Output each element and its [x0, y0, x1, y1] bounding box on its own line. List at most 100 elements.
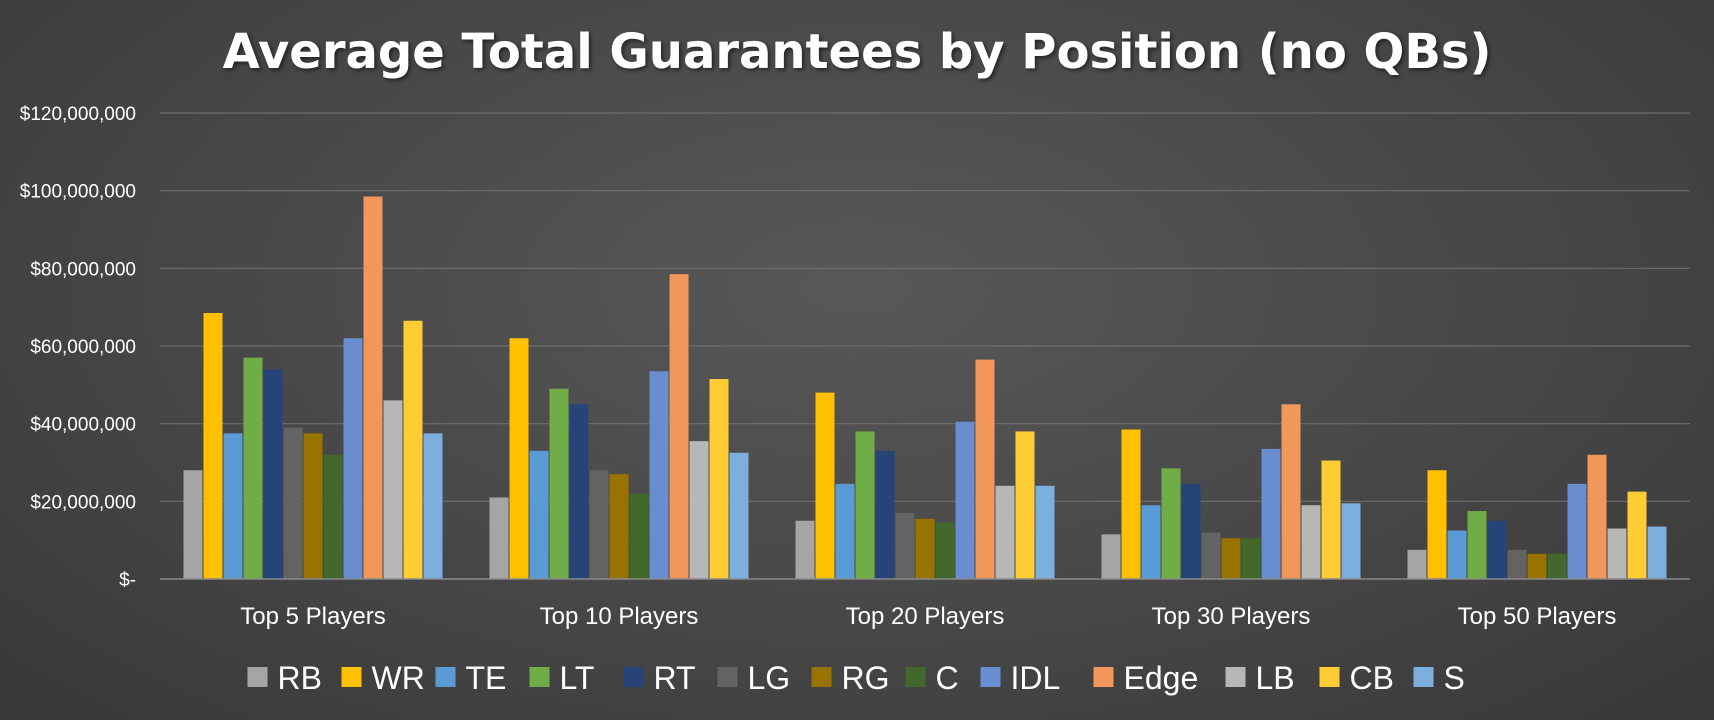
- y-axis-ticks: $- $20,000,000 $40,000,000 $60,000,000 $80,0…: [20, 104, 136, 591]
- x-tick-label: Top 5 Players: [240, 603, 385, 630]
- bar: [1121, 429, 1141, 579]
- legend-label: TE: [466, 660, 507, 696]
- x-tick-label: Top 30 Players: [1152, 603, 1311, 630]
- legend-swatch: [905, 667, 926, 687]
- bar: [1427, 470, 1447, 579]
- bar: [1527, 553, 1547, 579]
- legend-swatch: [435, 667, 456, 687]
- bar: [1141, 505, 1161, 579]
- bar: [729, 452, 749, 579]
- legend-label: CB: [1350, 660, 1394, 696]
- legend-item: IDL: [980, 660, 1060, 696]
- legend-item: WR: [341, 660, 425, 696]
- legend-swatch: [1413, 667, 1434, 687]
- bar: [1261, 448, 1281, 579]
- bar: [203, 312, 223, 579]
- bar: [1627, 491, 1647, 579]
- bar: [1161, 468, 1181, 579]
- y-tick-label: $120,000,000: [20, 104, 136, 125]
- legend-label: LB: [1256, 660, 1295, 696]
- legend-label: C: [936, 660, 959, 696]
- bar: [1301, 505, 1321, 579]
- legend-swatch: [1319, 667, 1340, 687]
- x-tick-label: Top 10 Players: [540, 603, 699, 630]
- bar: [609, 474, 629, 579]
- bar: [1181, 483, 1201, 579]
- bar: [1035, 485, 1055, 579]
- y-tick-label: $-: [119, 570, 136, 591]
- bar: [1201, 532, 1221, 579]
- bar: [895, 512, 915, 579]
- legend-item: RB: [247, 660, 322, 696]
- bar: [589, 470, 609, 579]
- bar: [1407, 549, 1427, 579]
- legend-item: LB: [1225, 660, 1295, 696]
- bar: [303, 433, 323, 579]
- bar: [669, 274, 689, 579]
- bar: [323, 454, 343, 579]
- bar: [795, 520, 815, 579]
- legend-label: LT: [560, 660, 595, 696]
- legend-item: LT: [529, 660, 595, 696]
- bar: [423, 433, 443, 579]
- legend-label: RB: [278, 660, 322, 696]
- bar: [629, 493, 649, 579]
- bar: [1647, 526, 1667, 579]
- bar: [875, 450, 895, 579]
- bar: [1321, 460, 1341, 579]
- legend-swatch: [341, 667, 362, 687]
- legend-swatch: [1225, 667, 1246, 687]
- bar: [383, 400, 403, 579]
- bar: [1341, 503, 1361, 579]
- x-tick-label: Top 50 Players: [1458, 603, 1617, 630]
- bar: [223, 433, 243, 579]
- bar: [1101, 534, 1121, 579]
- x-tick-label: Top 20 Players: [846, 603, 1005, 630]
- bar: [1487, 520, 1507, 579]
- chart-title: Average Total Guarantees by Position (no…: [223, 24, 1492, 80]
- bar: [1447, 530, 1467, 579]
- y-tick-label: $100,000,000: [20, 182, 136, 203]
- bars: [183, 196, 1667, 579]
- legend-item: LG: [717, 660, 791, 696]
- bar: [243, 357, 263, 579]
- legend-item: CB: [1319, 660, 1394, 696]
- legend-swatch: [717, 667, 738, 687]
- bar: [569, 404, 589, 579]
- legend-label: S: [1444, 660, 1465, 696]
- bar: [283, 427, 303, 579]
- y-tick-label: $60,000,000: [30, 337, 136, 358]
- bar: [343, 338, 363, 579]
- bar: [835, 483, 855, 579]
- bar: [263, 369, 283, 579]
- bar: [1221, 538, 1241, 579]
- legend-swatch: [247, 667, 268, 687]
- bar: [1467, 511, 1487, 579]
- bar: [855, 431, 875, 579]
- legend-label: WR: [372, 660, 425, 696]
- bar: [1607, 528, 1627, 579]
- legend-label: RG: [842, 660, 890, 696]
- bar: [1547, 553, 1567, 579]
- bar: [509, 338, 529, 579]
- y-tick-label: $80,000,000: [30, 259, 136, 280]
- legend-item: S: [1413, 660, 1465, 696]
- bar: [403, 320, 423, 579]
- legend-item: TE: [435, 660, 507, 696]
- legend-label: LG: [748, 660, 791, 696]
- bar: [955, 421, 975, 579]
- legend-swatch: [529, 667, 550, 687]
- legend-swatch: [980, 667, 1001, 687]
- bar: [815, 392, 835, 579]
- x-axis-ticks: Top 5 Players Top 10 Players Top 20 Player…: [240, 603, 1616, 630]
- bar: [935, 522, 955, 579]
- legend-item: C: [905, 660, 959, 696]
- bar: [689, 441, 709, 579]
- bar: [1015, 431, 1035, 579]
- bar: [183, 470, 203, 579]
- bar: [975, 359, 995, 579]
- bar: [489, 497, 509, 579]
- legend-label: Edge: [1124, 660, 1199, 696]
- bar: [363, 196, 383, 579]
